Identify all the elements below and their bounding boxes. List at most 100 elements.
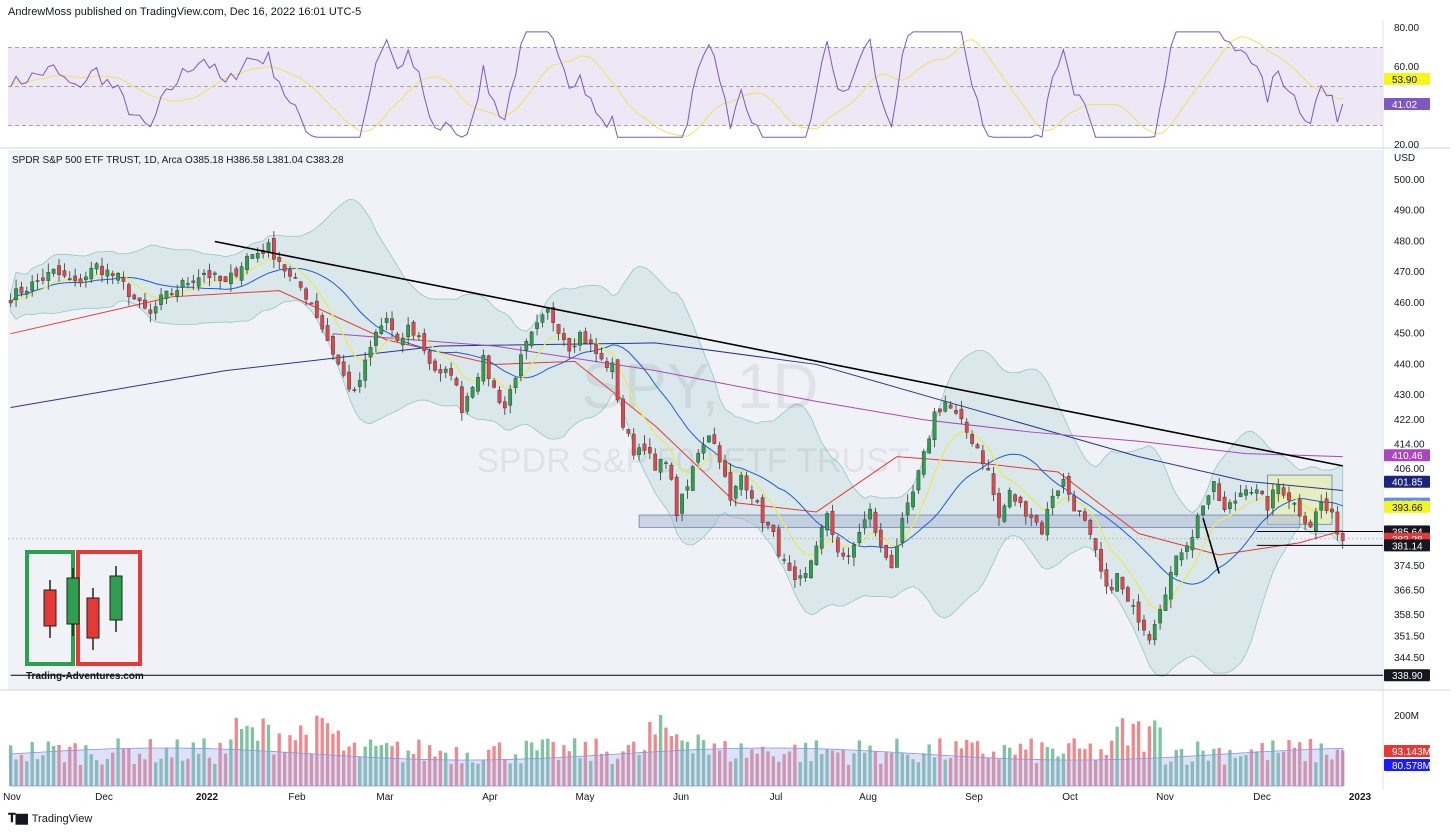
volume-bar (546, 738, 550, 786)
candle-body (14, 288, 18, 300)
candle (245, 253, 249, 275)
x-tick-label: Mar (376, 792, 394, 803)
volume-bar (261, 718, 265, 786)
volume-bar (895, 738, 899, 786)
footer-brand[interactable]: TradingView (31, 812, 93, 825)
volume-bar (470, 762, 475, 786)
candle-body (62, 270, 67, 277)
price-tick-label: 440.00 (1394, 359, 1425, 370)
candle (347, 364, 351, 393)
candle-body (760, 497, 765, 523)
x-tick-label: Jun (673, 792, 689, 803)
volume-bar (1233, 757, 1237, 786)
volume-bar (680, 740, 684, 786)
price-tick-label: 470.00 (1394, 267, 1425, 278)
candle (30, 275, 35, 297)
volume-bar (422, 760, 426, 786)
volume-bar (191, 742, 195, 786)
volume-bar (266, 724, 271, 786)
candle-body (19, 286, 24, 294)
candle (1276, 478, 1281, 502)
candle (508, 384, 513, 414)
candle (390, 311, 394, 338)
candle-body (819, 527, 824, 549)
candle-body (1013, 494, 1017, 502)
candle (1330, 502, 1334, 519)
candle (1217, 478, 1222, 501)
price-badge-bg (1384, 449, 1430, 462)
candle-body (615, 359, 620, 401)
candle-body (73, 275, 78, 281)
candle (605, 357, 609, 372)
candle (615, 358, 620, 403)
candle (980, 444, 985, 470)
volume-bar (1099, 749, 1103, 786)
volume-bar (1330, 759, 1334, 786)
volume-bar (905, 754, 910, 786)
volume-bar (73, 743, 77, 786)
candle-body (1077, 510, 1082, 512)
volume-bar (390, 746, 394, 786)
candle-body (690, 466, 695, 491)
candle-body (572, 345, 577, 348)
candle-body (143, 299, 147, 309)
candle (100, 257, 104, 283)
candle-body (524, 341, 529, 351)
candle-body (680, 493, 684, 514)
candle (1340, 531, 1345, 549)
volume-bar (223, 753, 228, 786)
candle-body (1260, 490, 1265, 495)
volume-bar (1255, 751, 1259, 786)
volume-bar (41, 755, 45, 786)
candle (175, 284, 180, 303)
volume-bar (68, 746, 72, 786)
volume-bar (1335, 749, 1340, 786)
volume-bar (299, 725, 303, 786)
candle (959, 400, 964, 425)
candle (486, 354, 491, 387)
volume-bar (830, 750, 835, 786)
price-tick-label: 374.50 (1394, 561, 1425, 572)
candle-body (443, 368, 448, 373)
volume-bar (841, 749, 845, 786)
price-value-badge: 393.66 (1384, 500, 1430, 514)
candle-body (78, 278, 83, 284)
candle-body (1324, 498, 1329, 511)
price-badge-text: 93.143M (1392, 747, 1431, 758)
candle-body (212, 272, 217, 275)
candle-body (433, 360, 437, 371)
volume-bar (975, 741, 980, 786)
candle (642, 435, 647, 455)
candle (164, 290, 169, 305)
volume-bar (889, 753, 894, 786)
candle (320, 312, 325, 333)
candle (1088, 518, 1093, 540)
candle (1319, 494, 1324, 519)
candle-body (384, 318, 389, 323)
candle (562, 327, 566, 347)
candle-body (454, 378, 459, 386)
candle-body (647, 447, 652, 454)
x-tick-label: Aug (859, 792, 877, 803)
candle (502, 396, 507, 415)
candle-body (1206, 495, 1211, 505)
volume-bar (111, 752, 115, 786)
volume-bar (186, 758, 190, 786)
volume-bar (84, 745, 88, 786)
candle (911, 484, 915, 511)
candle (492, 377, 496, 389)
candle-body (637, 447, 641, 455)
candle (1050, 488, 1055, 516)
volume-bar (696, 734, 700, 786)
candle (1271, 483, 1275, 516)
candle-body (1190, 536, 1195, 551)
candle-body (1126, 587, 1130, 602)
volume-value-badge: 93.143M (1384, 745, 1431, 758)
candle (1249, 486, 1254, 496)
candle (938, 408, 942, 417)
rsi-value-badge: 53.90 (1384, 72, 1430, 86)
candle-body (67, 278, 72, 280)
candle-body (605, 361, 609, 368)
candle-body (51, 268, 56, 274)
